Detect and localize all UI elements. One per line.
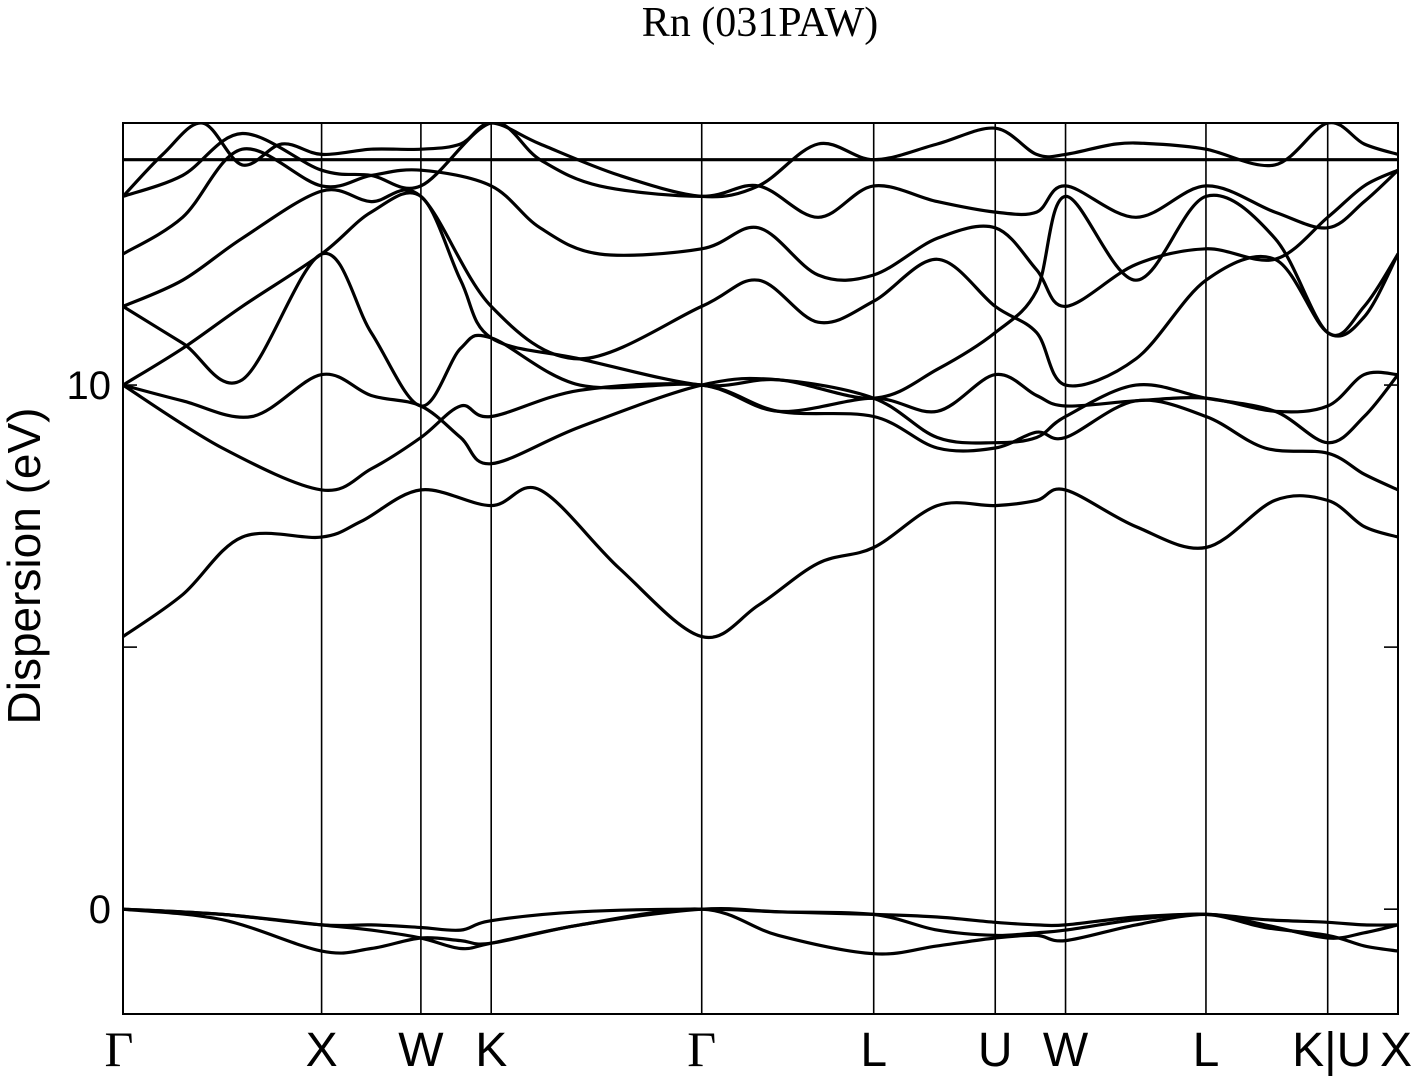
x-tick-label: K — [475, 1024, 507, 1077]
plot-frame — [122, 122, 1399, 1015]
x-tick-label: L — [1193, 1024, 1220, 1077]
x-tick-label: L — [860, 1024, 887, 1077]
y-axis-ticks: 0 10 — [67, 122, 1398, 932]
band-series-line — [123, 251, 1398, 414]
chart-title: Rn (031PAW) — [642, 0, 879, 46]
band-lines — [123, 123, 1398, 956]
x-tick-label: Γ — [105, 1021, 134, 1077]
high-symmetry-lines — [320, 123, 1329, 1014]
band-series-line — [123, 486, 1398, 640]
x-tick-label: W — [1043, 1024, 1089, 1077]
band-series-line — [123, 906, 1398, 953]
y-tick-label: 10 — [67, 364, 112, 408]
x-tick-label: K|U — [1292, 1024, 1371, 1077]
x-tick-label: W — [398, 1024, 444, 1077]
x-tick-label: U — [978, 1024, 1013, 1077]
x-axis-ticks: Γ X W K Γ L U W L K|U X — [105, 1021, 1412, 1077]
y-axis-label: Dispersion (eV) — [0, 408, 50, 725]
band-series-line — [123, 147, 1398, 309]
band-series-line — [123, 191, 1398, 400]
band-series-line — [123, 382, 1398, 492]
y-tick-label: 0 — [89, 888, 111, 932]
x-tick-label: X — [1380, 1024, 1412, 1077]
band-series-line — [123, 123, 1398, 230]
band-series-line — [123, 123, 1398, 199]
band-series-line — [123, 188, 1398, 388]
x-tick-label: Γ — [687, 1021, 716, 1077]
x-tick-label: X — [306, 1024, 338, 1077]
